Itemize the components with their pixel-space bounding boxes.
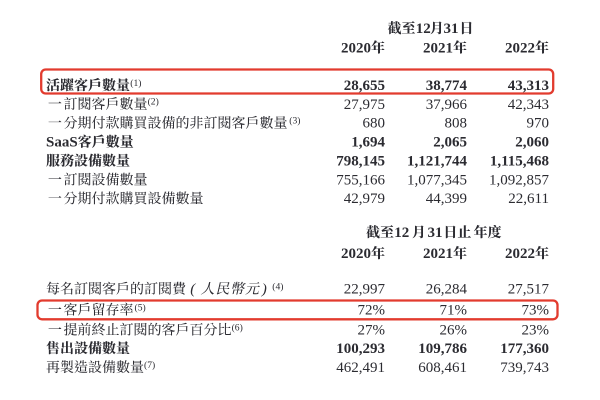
- svg-text:(: (: [190, 281, 196, 298]
- svg-text:2,065: 2,065: [433, 135, 467, 151]
- svg-text:38,774: 38,774: [426, 78, 468, 94]
- svg-text:): ): [261, 281, 267, 298]
- svg-text:22,611: 22,611: [508, 191, 549, 207]
- svg-text:12: 12: [416, 21, 431, 37]
- svg-text:44,399: 44,399: [426, 191, 467, 207]
- svg-text:37,966: 37,966: [426, 97, 468, 113]
- svg-text:2,060: 2,060: [515, 135, 549, 151]
- svg-text:28,655: 28,655: [344, 78, 385, 94]
- svg-text:1,694: 1,694: [351, 135, 385, 151]
- svg-text:2021: 2021: [423, 246, 453, 262]
- svg-text:462,491: 462,491: [336, 360, 385, 376]
- svg-text:23%: 23%: [522, 323, 550, 339]
- svg-text:71%: 71%: [440, 303, 468, 319]
- svg-text:608,461: 608,461: [418, 360, 467, 376]
- svg-text:739,743: 739,743: [500, 360, 549, 376]
- svg-text:755,166: 755,166: [336, 172, 385, 188]
- svg-text:(3): (3): [289, 116, 300, 127]
- svg-text:27,517: 27,517: [508, 282, 550, 298]
- svg-text:26,284: 26,284: [426, 282, 468, 298]
- svg-text:1,115,468: 1,115,468: [490, 154, 549, 170]
- svg-text:72%: 72%: [358, 303, 386, 319]
- svg-text:26%: 26%: [440, 323, 468, 339]
- svg-text:1,121,744: 1,121,744: [407, 154, 468, 170]
- svg-text:177,360: 177,360: [500, 341, 549, 357]
- svg-text:1,092,857: 1,092,857: [489, 172, 550, 188]
- svg-text:73%: 73%: [522, 303, 550, 319]
- svg-text:2020: 2020: [341, 246, 371, 262]
- svg-text:27,975: 27,975: [344, 97, 385, 113]
- svg-text:2021: 2021: [423, 40, 453, 56]
- svg-text:680: 680: [363, 116, 386, 132]
- svg-text:31: 31: [428, 225, 443, 241]
- svg-text:22,997: 22,997: [344, 282, 386, 298]
- svg-text:970: 970: [527, 116, 550, 132]
- svg-text:100,293: 100,293: [336, 341, 385, 357]
- svg-text:(7): (7): [144, 360, 155, 371]
- svg-text:31: 31: [444, 21, 459, 37]
- svg-text:(4): (4): [272, 281, 283, 292]
- svg-text:109,786: 109,786: [418, 341, 467, 357]
- svg-text:(5): (5): [135, 302, 146, 313]
- svg-text:2020: 2020: [341, 40, 371, 56]
- svg-text:27%: 27%: [358, 323, 386, 339]
- svg-text:42,979: 42,979: [344, 191, 385, 207]
- svg-text:2022: 2022: [505, 246, 535, 262]
- svg-text:(1): (1): [130, 78, 141, 89]
- svg-text:(6): (6): [232, 322, 243, 333]
- svg-text:808: 808: [445, 116, 468, 132]
- svg-text:(2): (2): [148, 97, 159, 108]
- svg-text:12: 12: [394, 225, 409, 241]
- svg-text:42,343: 42,343: [508, 97, 549, 113]
- svg-text:SaaS: SaaS: [46, 135, 78, 151]
- svg-text:43,313: 43,313: [508, 78, 549, 94]
- svg-text:1,077,345: 1,077,345: [407, 172, 467, 188]
- svg-text:2022: 2022: [505, 40, 535, 56]
- svg-text:798,145: 798,145: [336, 154, 385, 170]
